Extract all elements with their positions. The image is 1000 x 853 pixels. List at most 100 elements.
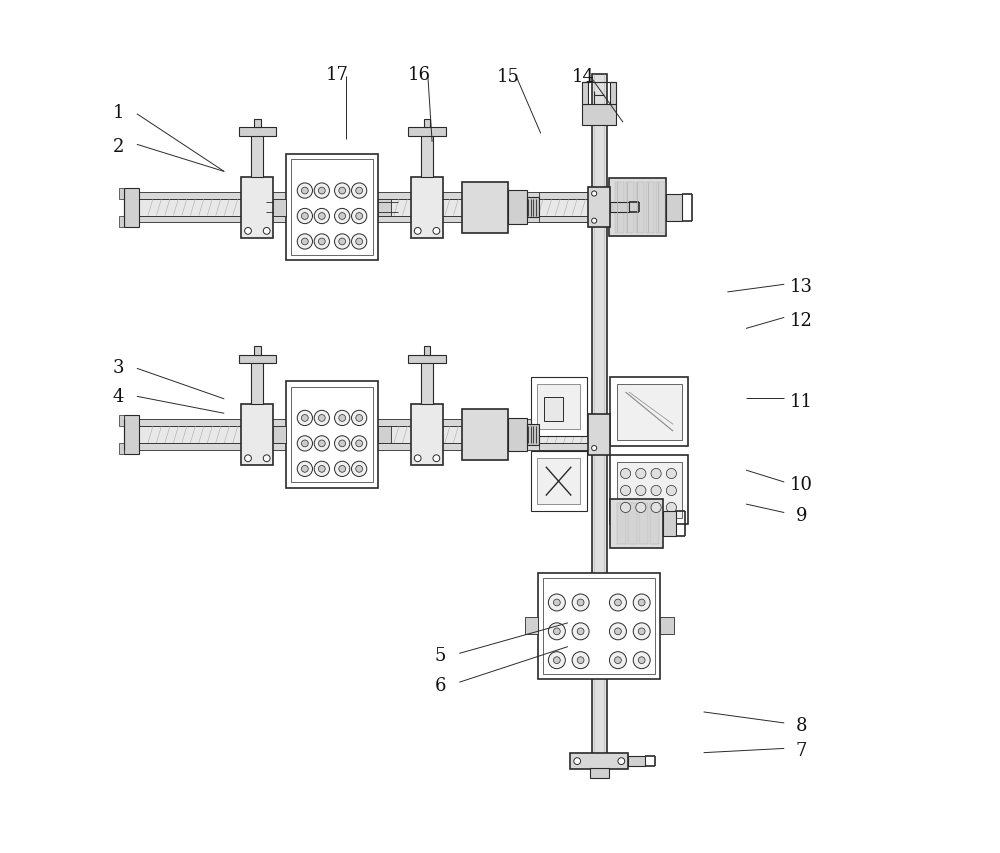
Bar (588, 188, 610, 229)
Circle shape (352, 209, 367, 224)
Text: 16: 16 (408, 66, 431, 84)
Bar (424, 119, 430, 128)
Bar (139, 200, 590, 217)
Bar (119, 189, 124, 200)
Bar (508, 418, 527, 452)
Bar (531, 452, 587, 511)
Bar (411, 177, 443, 238)
Bar (462, 409, 508, 461)
Circle shape (339, 188, 346, 194)
Circle shape (301, 466, 308, 473)
Bar (539, 217, 592, 223)
Circle shape (356, 239, 363, 246)
Circle shape (553, 657, 560, 664)
Circle shape (314, 183, 329, 199)
Circle shape (352, 461, 367, 477)
Bar (617, 462, 682, 518)
Circle shape (615, 657, 621, 664)
Circle shape (297, 436, 312, 451)
Bar (254, 119, 261, 128)
Circle shape (318, 466, 325, 473)
Bar (615, 183, 624, 233)
Circle shape (297, 411, 312, 426)
Bar (508, 191, 527, 225)
Text: 2: 2 (113, 138, 124, 156)
Circle shape (592, 446, 597, 451)
Bar (639, 503, 648, 544)
Circle shape (609, 652, 626, 669)
Circle shape (314, 436, 329, 451)
Circle shape (301, 239, 308, 246)
Bar (139, 217, 590, 223)
Circle shape (553, 600, 560, 606)
Circle shape (618, 757, 625, 764)
Text: 4: 4 (113, 388, 124, 406)
Bar (286, 382, 378, 488)
Bar (539, 426, 592, 444)
Circle shape (666, 502, 676, 513)
Circle shape (620, 486, 631, 496)
Bar (617, 384, 682, 440)
Circle shape (339, 466, 346, 473)
Circle shape (638, 628, 645, 635)
Circle shape (548, 595, 565, 612)
Circle shape (297, 209, 312, 224)
Circle shape (301, 415, 308, 422)
Circle shape (318, 415, 325, 422)
Circle shape (548, 652, 565, 669)
Circle shape (577, 657, 584, 664)
Bar (537, 384, 580, 430)
Circle shape (352, 183, 367, 199)
Circle shape (615, 628, 621, 635)
Circle shape (301, 440, 308, 447)
Bar (408, 128, 446, 136)
Circle shape (356, 466, 363, 473)
Bar (666, 194, 682, 222)
Circle shape (356, 213, 363, 220)
Bar (139, 193, 590, 200)
Circle shape (651, 469, 661, 479)
Bar (378, 200, 391, 217)
Text: 5: 5 (435, 647, 446, 664)
Circle shape (633, 595, 650, 612)
Circle shape (609, 623, 626, 640)
Circle shape (352, 436, 367, 451)
Circle shape (318, 213, 325, 220)
Circle shape (335, 235, 350, 250)
Circle shape (301, 188, 308, 194)
Circle shape (335, 436, 350, 451)
Circle shape (318, 440, 325, 447)
Circle shape (620, 502, 631, 513)
Bar (628, 503, 637, 544)
Circle shape (352, 235, 367, 250)
Bar (251, 133, 263, 177)
Circle shape (577, 628, 584, 635)
Circle shape (245, 229, 251, 235)
Text: 14: 14 (572, 68, 595, 86)
Circle shape (577, 600, 584, 606)
Text: 10: 10 (790, 475, 813, 493)
Circle shape (297, 461, 312, 477)
Circle shape (339, 415, 346, 422)
Circle shape (297, 235, 312, 250)
Bar (139, 426, 590, 444)
Bar (273, 426, 286, 444)
Circle shape (356, 188, 363, 194)
Text: 11: 11 (790, 392, 813, 410)
Circle shape (651, 502, 661, 513)
Bar (626, 183, 634, 233)
Bar (610, 84, 616, 104)
Bar (462, 183, 508, 233)
Bar (124, 415, 139, 455)
Bar (537, 459, 580, 504)
Bar (543, 578, 655, 674)
Bar (408, 356, 446, 363)
Bar (592, 75, 607, 778)
Circle shape (339, 213, 346, 220)
Bar (660, 618, 674, 635)
Circle shape (609, 595, 626, 612)
Circle shape (318, 188, 325, 194)
Text: 7: 7 (796, 741, 807, 759)
Bar (544, 397, 563, 421)
Circle shape (414, 456, 421, 462)
